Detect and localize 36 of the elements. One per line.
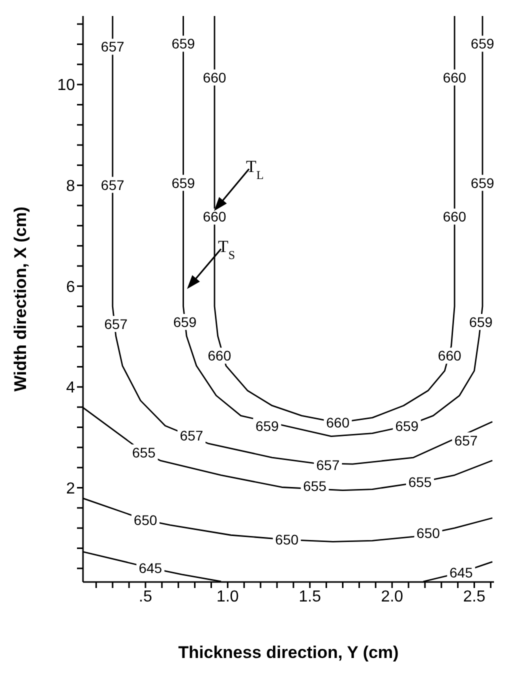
annotation: 657 [180, 427, 204, 444]
annotation: 657 [100, 176, 124, 193]
x-tick-label: 1.5 [298, 588, 322, 606]
annotation: 660 [442, 208, 466, 225]
annotation: 659 [470, 174, 494, 191]
annotation: 650 [416, 525, 440, 542]
y-tick-label: 2 [66, 480, 76, 498]
annotation: 659 [173, 314, 197, 330]
x-tick-label: 1.0 [216, 588, 239, 606]
annotation: 660 [442, 69, 466, 86]
annotation: 660 [202, 208, 226, 225]
annotation: 660 [438, 348, 462, 364]
annotation: 650 [275, 532, 299, 548]
annotation: 659 [470, 36, 494, 52]
y-tick-label: 4 [66, 380, 76, 397]
y-tick-label: 6 [66, 278, 76, 296]
y-axis-title: Width direction, X (cm) [11, 206, 30, 392]
annotation: 659 [255, 418, 280, 434]
annotation: 660 [208, 348, 232, 364]
annotation: 657 [454, 432, 478, 448]
x-tick-label: 2.5 [463, 588, 486, 606]
x-tick-label: 2.0 [380, 588, 404, 606]
annotation: 659 [172, 36, 196, 52]
annotation: 659 [172, 174, 196, 191]
x-axis-title: Thickness direction, Y (cm) [178, 643, 399, 662]
x-tick-label: .5 [138, 588, 152, 606]
annotation: 659 [469, 314, 493, 330]
annotation: 655 [303, 478, 327, 494]
annotation: 660 [202, 69, 226, 86]
annotation: T$_{S}$ [218, 237, 236, 262]
y-tick-label: 10 [57, 77, 76, 94]
y-tick-label: 8 [66, 178, 76, 196]
annotation: T$_{L}$ [246, 157, 264, 182]
annotation: 657 [316, 457, 340, 474]
annotation: 657 [104, 316, 128, 332]
annotation: 657 [100, 38, 124, 55]
